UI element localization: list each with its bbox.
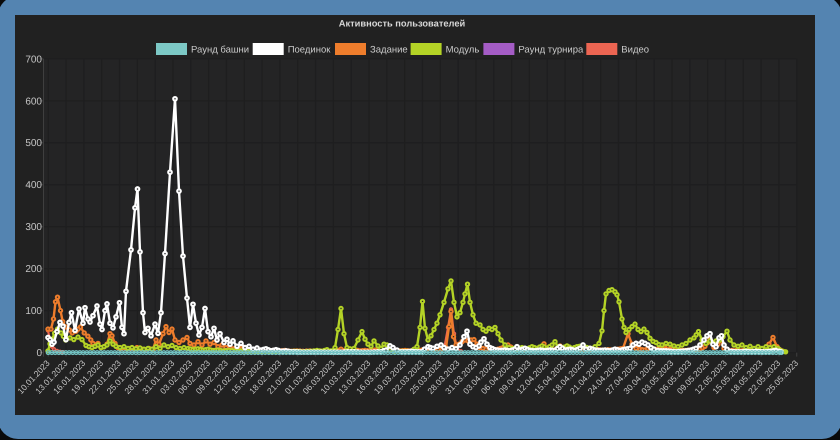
svg-text:Видео: Видео [621, 45, 649, 56]
svg-text:300: 300 [25, 222, 42, 233]
svg-text:600: 600 [25, 96, 42, 107]
svg-text:Задание: Задание [370, 45, 408, 56]
svg-text:Раунд турнира: Раунд турнира [518, 45, 584, 56]
svg-text:Поединок: Поединок [288, 45, 332, 56]
svg-text:Активность пользователей: Активность пользователей [339, 19, 466, 29]
svg-text:100: 100 [25, 306, 42, 317]
svg-text:500: 500 [25, 138, 42, 149]
svg-text:400: 400 [25, 180, 42, 191]
svg-text:Раунд башни: Раунд башни [191, 45, 249, 56]
svg-text:700: 700 [25, 54, 42, 65]
svg-text:Модуль: Модуль [446, 45, 480, 56]
svg-text:200: 200 [25, 264, 42, 275]
svg-text:0: 0 [36, 348, 42, 359]
